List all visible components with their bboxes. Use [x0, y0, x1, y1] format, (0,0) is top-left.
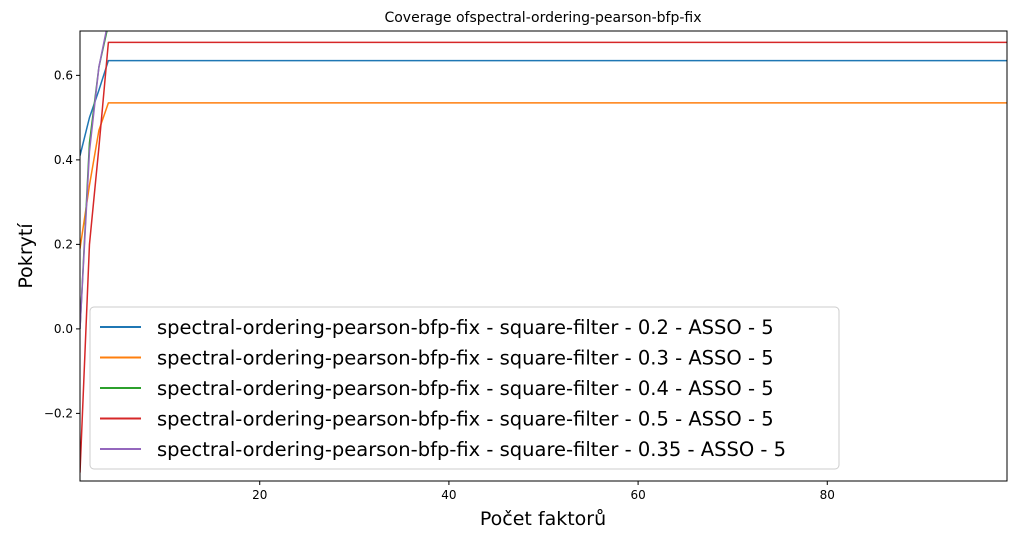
legend-items: spectral-ordering-pearson-bfp-fix - squa… [100, 316, 786, 461]
legend-label-4: spectral-ordering-pearson-bfp-fix - squa… [157, 408, 774, 431]
y-axis: −0.2 0.0 0.2 0.4 0.6 [44, 68, 80, 420]
x-tick-label: 40 [441, 488, 456, 502]
series-layer [80, 31, 1007, 473]
y-tick-label: −0.2 [44, 406, 73, 420]
legend: spectral-ordering-pearson-bfp-fix - squa… [89, 306, 840, 470]
legend-box [89, 306, 840, 470]
legend-label-2: spectral-ordering-pearson-bfp-fix - squa… [157, 347, 774, 370]
y-axis-label: Pokrytí [15, 223, 37, 289]
legend-label-3: spectral-ordering-pearson-bfp-fix - squa… [157, 377, 774, 400]
plot-frame [79, 30, 1008, 482]
y-tick-label: 0.0 [54, 322, 73, 336]
x-tick-label: 80 [820, 488, 835, 502]
series-line-5 [80, 31, 107, 329]
series-line-1 [80, 59, 1007, 156]
x-axis-label: Počet faktorů [480, 508, 606, 530]
series-line-2 [80, 102, 1007, 249]
legend-label-1: spectral-ordering-pearson-bfp-fix - squa… [157, 316, 774, 339]
legend-label-5: spectral-ordering-pearson-bfp-fix - squa… [157, 438, 786, 461]
chart-title: Coverage ofspectral-ordering-pearson-bfp… [384, 10, 701, 26]
y-tick-label: 0.4 [54, 153, 73, 167]
x-tick-label: 60 [630, 488, 645, 502]
y-tick-label: 0.2 [54, 237, 73, 251]
series-line-4 [80, 41, 1007, 473]
y-tick-label: 0.6 [54, 68, 73, 82]
x-tick-label: 20 [252, 488, 267, 502]
x-axis: 20 40 60 80 [252, 481, 835, 502]
series-line-3 [80, 31, 108, 329]
